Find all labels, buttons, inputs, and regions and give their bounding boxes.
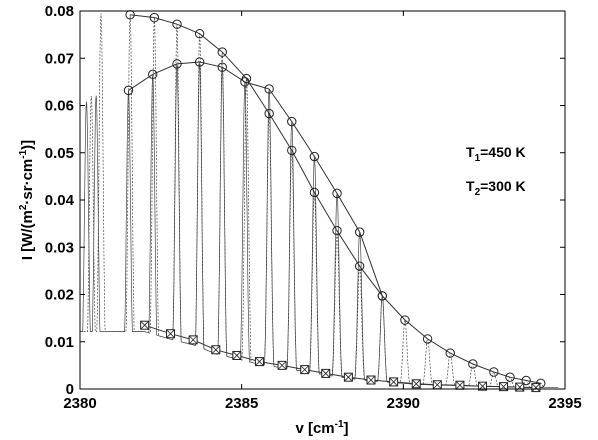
series-3-point (432, 380, 442, 390)
series-1-point (400, 315, 410, 325)
series-3-point (277, 360, 287, 370)
y-tick-labels: 0 0.01 0.02 0.03 0.04 0.05 0.06 0.07 0.08 (45, 3, 75, 398)
x-tick-label: 2390 (387, 395, 420, 412)
marker-cross (277, 361, 287, 370)
series-2-line (128, 61, 383, 297)
y-tick-label: 0.03 (45, 239, 74, 256)
series-1-point (309, 187, 320, 198)
plot-frame (79, 10, 566, 390)
series-2-point (217, 62, 227, 72)
marker-cross (300, 365, 309, 374)
series-3-point (343, 372, 353, 382)
annotation-t1: T1=450 K (466, 144, 526, 164)
marker-cross (531, 383, 541, 392)
y-tick-label: 0 (66, 381, 74, 398)
series-1-point (489, 367, 499, 377)
series-3-point (366, 375, 376, 385)
series-2-point (309, 151, 320, 162)
x-axis-label: v [cm-1] (295, 419, 348, 437)
series-2-point (194, 57, 205, 67)
series-2-point (264, 84, 274, 94)
y-tick-label: 0.06 (45, 98, 74, 115)
marker-cross (366, 375, 376, 385)
series-1-line (130, 14, 541, 384)
series-1-point (468, 359, 478, 369)
series-1-point (332, 226, 342, 236)
series-3-point (254, 357, 264, 367)
series-1-point (194, 28, 205, 39)
series-3-point (166, 329, 176, 339)
series-1-point (521, 375, 531, 386)
series-2-point (148, 69, 158, 80)
x-tick-label: 2385 (225, 395, 258, 412)
series-1-point (172, 19, 182, 29)
series-2-point (287, 116, 297, 127)
series-3-point (140, 320, 150, 330)
series-1-point (287, 145, 297, 156)
series-3-point (211, 345, 221, 355)
series-1-point (149, 12, 160, 23)
series-3-point (455, 380, 465, 390)
series-3-point (300, 365, 310, 375)
x-tick-labels: 2380 2385 2390 2395 (63, 395, 581, 412)
marker-cross (321, 369, 331, 378)
marker-cross (515, 382, 525, 392)
marker-cross (389, 377, 398, 387)
series-2-point (377, 291, 388, 301)
series-1-point (354, 261, 365, 271)
series-3-point (411, 379, 421, 389)
series-3-point (531, 383, 541, 393)
series-3-point (321, 368, 331, 378)
y-tick-label: 0.04 (45, 192, 75, 209)
series-3-point (188, 335, 198, 345)
marker-cross (232, 351, 242, 360)
trace-cold (80, 61, 559, 389)
y-tick-label: 0.05 (45, 145, 74, 162)
series-2-point (172, 59, 182, 69)
marker-cross (211, 345, 221, 355)
series-2-point (123, 85, 134, 96)
annotation-t2: T2=300 K (466, 178, 526, 198)
marker-cross (166, 329, 175, 339)
axis-ticks (79, 10, 566, 390)
y-tick-label: 0.01 (45, 334, 74, 351)
series-1-point (217, 47, 227, 57)
series-1-point (505, 372, 515, 382)
x-tick-label: 2380 (63, 395, 96, 412)
series-2-point (240, 77, 250, 87)
series-3-point (515, 382, 525, 392)
marker-cross (255, 357, 264, 366)
series-1-point (445, 348, 455, 358)
series-3-point (232, 350, 242, 360)
marker-cross (433, 380, 442, 390)
marker-cross (140, 320, 149, 330)
series-1-point (264, 108, 274, 119)
series-1-point (422, 334, 433, 344)
y-tick-label: 0.07 (45, 50, 74, 67)
series-layer (123, 10, 546, 393)
marker-cross (411, 379, 421, 389)
y-tick-label: 0.02 (45, 287, 74, 304)
x-tick-label: 2395 (548, 395, 581, 412)
marker-cross (455, 380, 465, 390)
marker-cross (344, 372, 353, 382)
marker-cross (188, 335, 198, 345)
series-2-point (354, 227, 365, 237)
series-2-point (332, 188, 342, 199)
y-tick-label: 0.08 (45, 3, 74, 20)
y-axis-label: I [W/(m2·sr·cm-1)] (18, 140, 36, 260)
series-3-point (389, 377, 399, 387)
